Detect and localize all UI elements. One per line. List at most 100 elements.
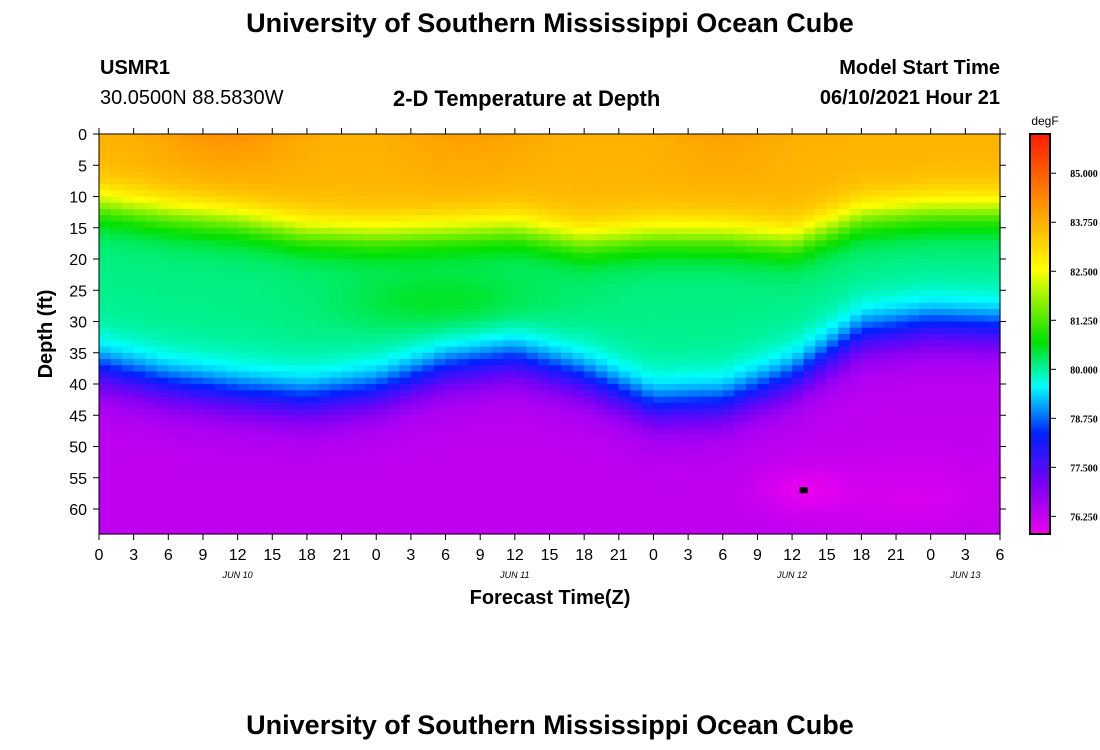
- heatmap-cell: [618, 271, 631, 279]
- heatmap-cell: [318, 265, 331, 273]
- heatmap-cell: [191, 521, 204, 529]
- heatmap-cell: [919, 446, 932, 454]
- heatmap-cell: [572, 327, 585, 335]
- heatmap-cell: [376, 252, 389, 260]
- heatmap-cell: [549, 452, 562, 460]
- heatmap-cell: [630, 159, 643, 166]
- heatmap-cell: [480, 290, 493, 298]
- heatmap-cell: [306, 334, 320, 341]
- heatmap-cell: [468, 377, 481, 385]
- heatmap-cell: [457, 277, 470, 285]
- heatmap-cell: [503, 477, 516, 485]
- heatmap-cell: [607, 265, 620, 273]
- heatmap-cell: [618, 471, 631, 479]
- heatmap-cell: [872, 290, 886, 298]
- heatmap-cell: [630, 309, 643, 316]
- heatmap-cell: [110, 277, 123, 285]
- heatmap-cell: [306, 140, 320, 148]
- heatmap-cell: [99, 377, 112, 385]
- heatmap-cell: [237, 371, 250, 379]
- heatmap-cell: [803, 134, 816, 141]
- heatmap-cell: [514, 427, 527, 435]
- heatmap-cell: [907, 509, 920, 516]
- heatmap-cell: [387, 196, 400, 204]
- heatmap-cell: [803, 415, 816, 423]
- heatmap-cell: [330, 334, 343, 341]
- heatmap-cell: [260, 527, 273, 535]
- heatmap-cell: [133, 140, 146, 148]
- heatmap-cell: [676, 246, 689, 254]
- heatmap-cell: [641, 334, 655, 341]
- heatmap-cell: [849, 384, 862, 391]
- heatmap-cell: [283, 465, 296, 473]
- heatmap-cell: [630, 490, 643, 498]
- heatmap-cell: [584, 234, 597, 241]
- heatmap-cell: [976, 327, 990, 335]
- heatmap-cell: [549, 415, 562, 423]
- heatmap-cell: [110, 396, 123, 404]
- heatmap-cell: [283, 496, 296, 504]
- heatmap-cell: [433, 427, 447, 435]
- heatmap-cell: [665, 340, 678, 348]
- heatmap-cell: [295, 327, 308, 335]
- heatmap-cell: [457, 371, 470, 379]
- heatmap-cell: [988, 496, 1001, 504]
- heatmap-cell: [896, 184, 909, 191]
- heatmap-cell: [768, 527, 782, 535]
- heatmap-cell: [410, 215, 424, 223]
- heatmap-cell: [768, 290, 782, 298]
- heatmap-cell: [665, 227, 678, 235]
- heatmap-cell: [965, 340, 978, 348]
- heatmap-cell: [422, 209, 435, 216]
- heatmap-cell: [491, 359, 504, 366]
- heatmap-cell: [122, 134, 135, 141]
- heatmap-cell: [283, 177, 296, 185]
- heatmap-cell: [433, 477, 447, 485]
- heatmap-cell: [907, 284, 920, 291]
- heatmap-cell: [514, 152, 527, 160]
- heatmap-cell: [318, 209, 331, 216]
- heatmap-cell: [595, 171, 608, 179]
- heatmap-cell: [226, 452, 239, 460]
- heatmap-cell: [468, 246, 481, 254]
- heatmap-cell: [838, 152, 851, 160]
- heatmap-cell: [711, 371, 724, 379]
- heatmap-cell: [953, 434, 966, 441]
- heatmap-cell: [849, 434, 862, 441]
- heatmap-cell: [768, 190, 782, 198]
- heatmap-cell: [237, 146, 250, 154]
- heatmap-cell: [930, 402, 943, 410]
- heatmap-cell: [168, 171, 181, 179]
- heatmap-cell: [445, 277, 458, 285]
- heatmap-cell: [133, 246, 146, 254]
- heatmap-cell: [745, 252, 759, 260]
- heatmap-cell: [445, 159, 458, 166]
- heatmap-cell: [630, 446, 643, 454]
- heatmap-cell: [722, 315, 735, 323]
- heatmap-cell: [526, 221, 539, 229]
- heatmap-cell: [295, 477, 308, 485]
- heatmap-cell: [861, 140, 874, 148]
- heatmap-cell: [757, 377, 770, 385]
- heatmap-cell: [376, 421, 389, 429]
- heatmap-cell: [872, 152, 886, 160]
- heatmap-cell: [976, 215, 990, 223]
- heatmap-cell: [768, 284, 782, 291]
- heatmap-cell: [537, 321, 551, 329]
- heatmap-cell: [826, 246, 839, 254]
- heatmap-cell: [676, 352, 689, 360]
- heatmap-cell: [607, 496, 620, 504]
- heatmap-cell: [364, 434, 377, 441]
- heatmap-cell: [99, 440, 112, 448]
- heatmap-cell: [237, 246, 250, 254]
- heatmap-cell: [214, 346, 227, 354]
- heatmap-cell: [202, 202, 216, 210]
- heatmap-cell: [641, 309, 655, 316]
- heatmap-cell: [745, 259, 759, 266]
- heatmap-cell: [884, 521, 897, 529]
- heatmap-cell: [526, 302, 539, 310]
- heatmap-cell: [387, 234, 400, 241]
- heatmap-cell: [179, 509, 193, 516]
- heatmap-cell: [699, 177, 712, 185]
- heatmap-cell: [722, 477, 735, 485]
